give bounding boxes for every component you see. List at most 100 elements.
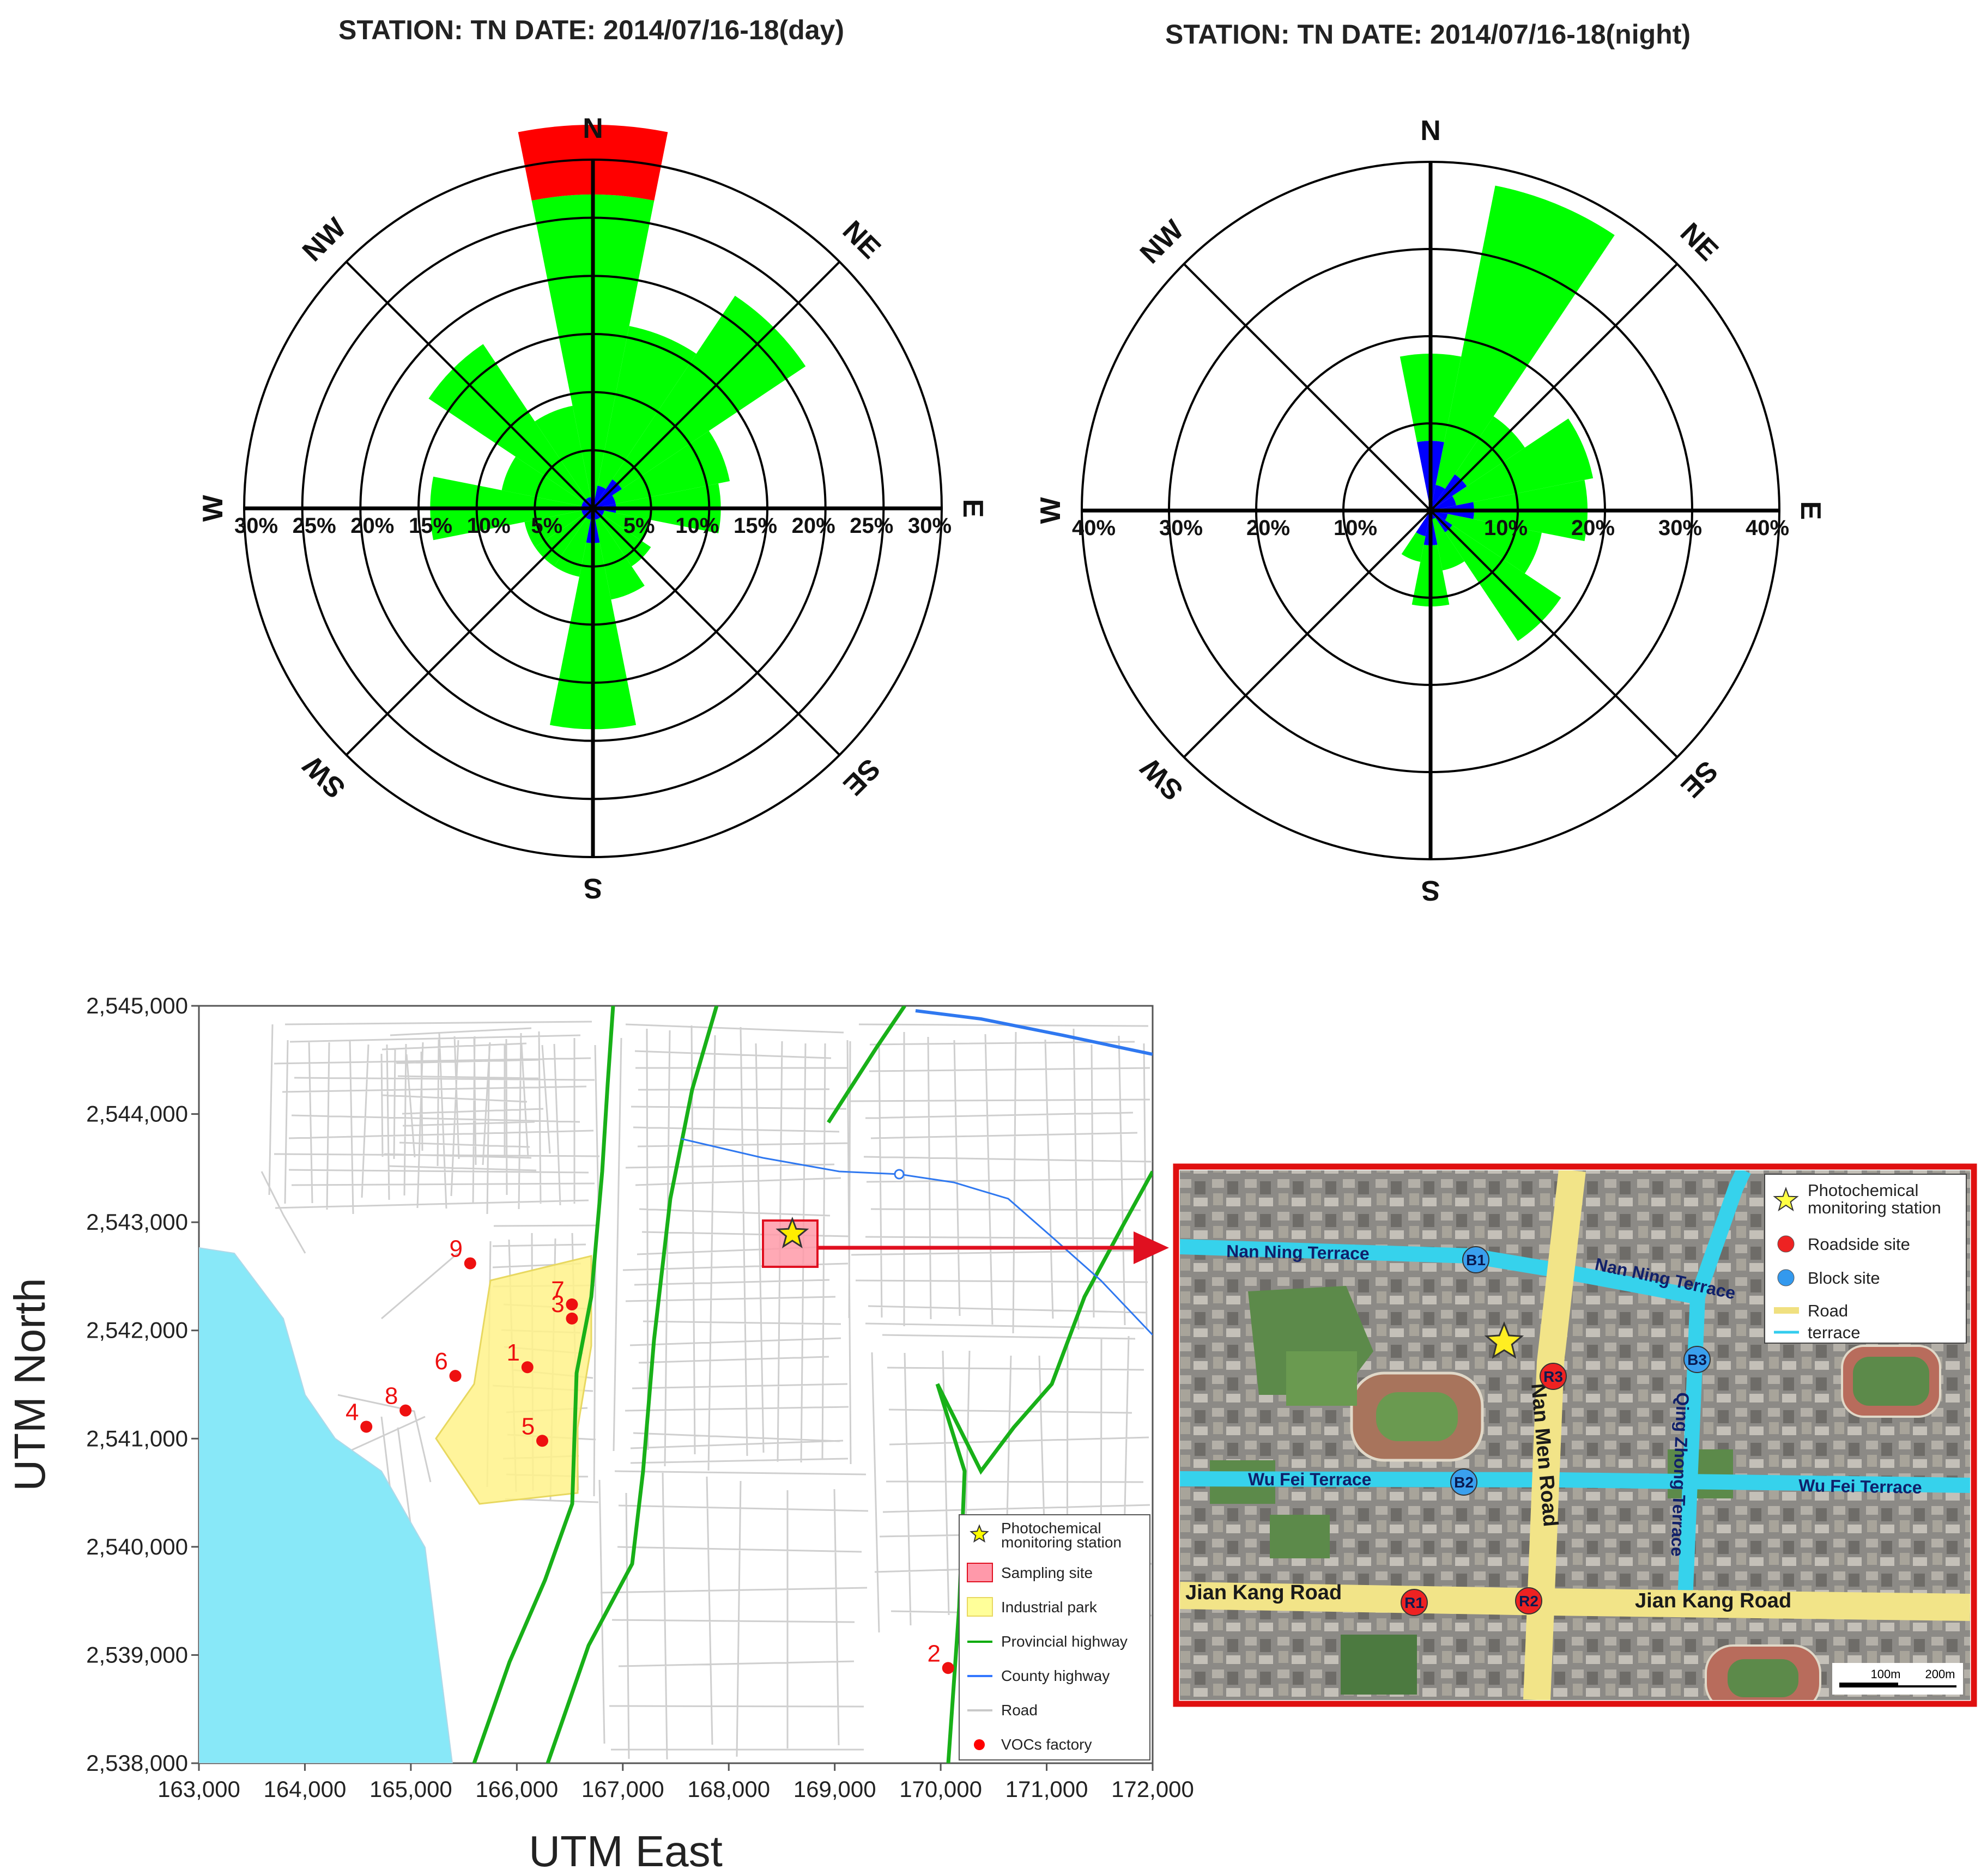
vocs-factory-label-5: 5 xyxy=(522,1413,535,1440)
x-tick-9: 172,000 xyxy=(1111,1776,1194,1802)
day-ring-label-right-5: 30% xyxy=(908,514,952,538)
x-axis-label: UTM East xyxy=(529,1827,723,1875)
inset-site-label-R1: R1 xyxy=(1404,1594,1424,1611)
day-ring-label-left-4: 10% xyxy=(467,514,511,538)
day-sectors xyxy=(428,125,806,730)
vocs-factory-label-9: 9 xyxy=(450,1236,463,1262)
y-tick-7: 2,538,000 xyxy=(86,1750,188,1776)
day-ring-label-left-5: 5% xyxy=(531,514,562,538)
night-direction-W: W xyxy=(1035,497,1067,524)
night-sector-ESE-calm xyxy=(1431,511,1448,520)
vocs-factory-5 xyxy=(536,1435,548,1447)
day-direction-E: E xyxy=(957,499,989,518)
map-axes: 163,000 164,000 165,000 166,000 167,000 168,0… xyxy=(86,993,1194,1802)
y-axis-label: UTM North xyxy=(5,1278,54,1491)
night-direction-N: N xyxy=(1420,115,1441,147)
zoom-arrow xyxy=(817,1231,1169,1264)
inset-site-R3-icon xyxy=(1540,1363,1567,1390)
y-tick-4: 2,541,000 xyxy=(86,1425,188,1451)
inset-legend: Photochemical monitoring station Roadside … xyxy=(1764,1174,1967,1344)
wind-rose-day-title: STATION: TN DATE: 2014/07/16-18(day) xyxy=(338,15,844,45)
day-ring-label-left-0: 30% xyxy=(234,514,278,538)
night-sector-ESE-mid xyxy=(1445,514,1542,574)
y-tick-3: 2,542,000 xyxy=(86,1318,188,1343)
day-sector-SSW-mid xyxy=(554,518,591,577)
map-legend-dot-icon xyxy=(974,1739,985,1750)
map-legend: Photochemical monitoring station Sampling … xyxy=(959,1514,1150,1760)
vocs-factory-2 xyxy=(942,1662,954,1674)
x-tick-4: 167,000 xyxy=(581,1776,664,1802)
vocs-factories: 1 2 3 4 5 6 7 8 9 xyxy=(346,1236,954,1674)
day-direction-S: S xyxy=(584,872,603,904)
day-ring-label-left-2: 20% xyxy=(350,514,394,538)
inset-legend-label-3: Road xyxy=(1808,1301,1848,1320)
night-ring-label-right-1: 20% xyxy=(1571,516,1615,540)
inset-road-label-0: Nan Ning Terrace xyxy=(1226,1241,1370,1264)
inset-site-label-B2: B2 xyxy=(1454,1474,1474,1491)
day-spoke-135 xyxy=(346,261,840,756)
map-legend-box xyxy=(959,1514,1150,1760)
wind-rose-night-title: STATION: TN DATE: 2014/07/16-18(night) xyxy=(1165,19,1691,50)
x-tick-1: 164,000 xyxy=(264,1776,347,1802)
map-legend-swatch-1 xyxy=(967,1563,993,1582)
night-direction-E: E xyxy=(1795,501,1826,520)
wind-rose-night: STATION: TN DATE: 2014/07/16-18(night) 4… xyxy=(1035,19,1826,906)
inset-legend-label-2: Block site xyxy=(1808,1268,1880,1288)
night-direction-NE: NE xyxy=(1674,217,1724,267)
night-direction-SE: SE xyxy=(1675,755,1724,804)
scale-label-200m: 200m xyxy=(1925,1667,1955,1681)
day-ring-label-right-4: 25% xyxy=(850,514,893,538)
vocs-factory-4 xyxy=(360,1420,373,1433)
x-tick-0: 163,000 xyxy=(157,1776,240,1802)
inset-site-R1-icon xyxy=(1401,1589,1428,1616)
vocs-factory-1 xyxy=(521,1361,534,1374)
night-sector-NNE-calm xyxy=(1431,484,1445,511)
day-ring-label-left-3: 15% xyxy=(409,514,452,538)
county-highways xyxy=(681,1009,1153,1336)
inset-photochemical-station-icon xyxy=(1484,1321,1524,1359)
day-ring-label-right-0: 5% xyxy=(623,514,655,538)
map-legend-label-6: VOCs factory xyxy=(1001,1736,1092,1753)
day-sector-NNE-mid xyxy=(597,326,696,489)
map-legend-swatch-2 xyxy=(967,1597,993,1617)
x-tick-6: 169,000 xyxy=(793,1776,876,1802)
vocs-factory-label-6: 6 xyxy=(434,1348,447,1375)
inset-legend-star-icon xyxy=(1773,1187,1799,1212)
day-sector-WSW-mid xyxy=(524,511,584,548)
day-direction-SW: SW xyxy=(296,749,352,804)
inset-site-label-B1: B1 xyxy=(1466,1252,1486,1268)
night-direction-S: S xyxy=(1421,875,1440,906)
x-tick-7: 170,000 xyxy=(899,1776,982,1802)
vocs-factory-6 xyxy=(449,1370,462,1382)
vocs-factory-3 xyxy=(566,1312,578,1325)
inset-site-B1-icon xyxy=(1462,1246,1489,1273)
inset-road-label-5: Jian Kang Road xyxy=(1635,1589,1791,1612)
wind-rose-day: STATION: TN DATE: 2014/07/16-18(day) 30%… xyxy=(197,15,989,904)
night-ring-label-left-0: 40% xyxy=(1072,516,1116,540)
night-ring-label-left-1: 30% xyxy=(1159,516,1203,540)
inset-site-label-R2: R2 xyxy=(1519,1593,1538,1610)
day-sector-ENE-calm xyxy=(593,495,616,508)
map-legend-label-3: Provincial highway xyxy=(1001,1633,1128,1650)
night-sector-ENE-mid xyxy=(1452,418,1594,506)
map-legend-label-5: Road xyxy=(1001,1702,1038,1719)
day-direction-NW: NW xyxy=(296,211,353,268)
y-tick-2: 2,543,000 xyxy=(86,1209,188,1235)
vocs-factory-label-7: 7 xyxy=(551,1277,564,1303)
night-sectors xyxy=(1400,185,1615,641)
day-direction-SE: SE xyxy=(837,752,886,802)
night-sector-SSE-mid xyxy=(1432,518,1465,570)
day-direction-W: W xyxy=(197,495,229,522)
map-legend-label-4: County highway xyxy=(1001,1667,1110,1684)
day-direction-N: N xyxy=(583,113,603,144)
vocs-factory-7 xyxy=(566,1298,578,1311)
provincial-highways xyxy=(472,1006,1153,1763)
day-ring-label-right-3: 20% xyxy=(792,514,835,538)
x-tick-5: 168,000 xyxy=(687,1776,770,1802)
inset-legend-box xyxy=(1764,1174,1967,1344)
map-legend-label-1: Sampling site xyxy=(1001,1564,1093,1581)
vocs-factory-9 xyxy=(464,1257,476,1270)
sea-area xyxy=(199,1247,453,1763)
